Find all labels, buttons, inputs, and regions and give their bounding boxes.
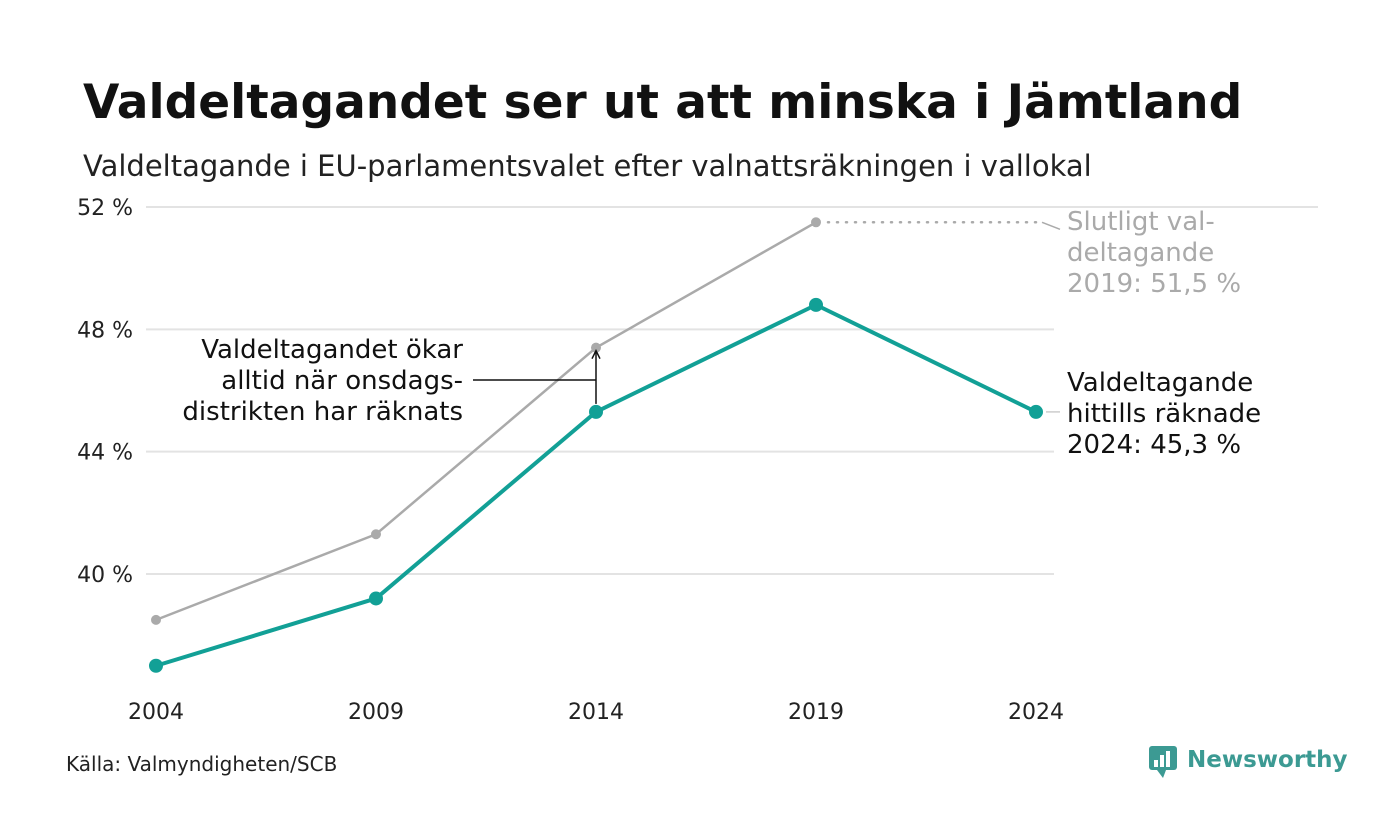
y-tick-label: 40 % [77,563,133,588]
data-point-counted [369,591,383,606]
x-tick-label: 2004 [128,700,184,725]
data-point-final [591,342,601,353]
annotation-arrow-head [591,349,601,360]
source-note: Källa: Valmyndigheten/SCB [66,752,337,776]
brand-name: Newsworthy [1187,747,1348,773]
data-point-final [371,529,381,540]
data-point-counted [589,404,603,419]
annotation-final: deltagande [1067,238,1214,268]
series-lines [149,217,1043,673]
newsworthy-logo: Newsworthy [1149,746,1348,778]
annotation-counted: Valdeltagande [1067,368,1253,398]
y-tick-label: 48 % [77,318,133,343]
final-leader-tick [1041,221,1061,230]
y-tick-label: 44 % [77,441,133,466]
x-tick-label: 2009 [348,700,404,725]
data-point-counted [809,297,823,312]
data-point-counted [149,658,163,673]
data-point-counted [1029,404,1043,419]
grid-layer [146,206,1318,575]
annotation-final: 2019: 51,5 % [1067,269,1241,299]
chart-title: Valdeltagandet ser ut att minska i Jämtl… [83,75,1242,130]
y-tick-label: 52 % [77,196,133,221]
x-tick-label: 2019 [788,700,844,725]
annotation-final: Slutligt val- [1067,207,1215,237]
data-point-final [151,614,161,625]
x-axis-ticks: 2004 2009 2014 2019 2024 [128,700,1064,725]
y-axis-ticks: 52 % 48 % 44 % 40 % [77,196,133,588]
annotation-wednesday: distrikten har räknats [182,397,463,427]
annotation-counted: hittills räknade [1067,399,1261,429]
newsworthy-logo-icon [1149,746,1177,778]
x-tick-label: 2014 [568,700,624,725]
annotation-wednesday: alltid när onsdags- [221,366,463,396]
x-tick-label: 2024 [1008,700,1064,725]
annotation-counted: 2024: 45,3 % [1067,430,1241,460]
annotation-wednesday: Valdeltagandet ökar [201,335,463,365]
chart-subtitle: Valdeltagande i EU-parlamentsvalet efter… [83,149,1092,183]
data-point-final [811,217,821,228]
series-line-final [154,221,818,622]
